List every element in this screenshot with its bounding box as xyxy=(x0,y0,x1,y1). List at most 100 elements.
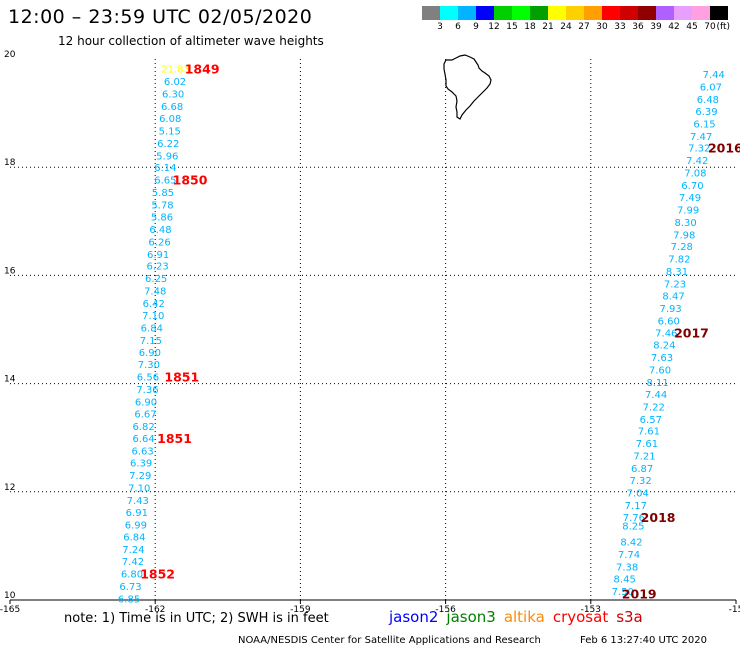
color-swatch xyxy=(602,6,620,20)
wave-height-value: 6.39 xyxy=(130,459,152,470)
rev-number-label: 1849 xyxy=(185,62,220,77)
wave-height-value: 7.42 xyxy=(686,156,708,167)
color-scale-label: 30 xyxy=(596,22,608,32)
color-swatch xyxy=(620,6,638,20)
color-swatch xyxy=(548,6,566,20)
color-scale-label: 3 xyxy=(437,22,443,32)
color-swatch xyxy=(458,6,476,20)
credit-line: NOAA/NESDIS Center for Satellite Applica… xyxy=(238,635,541,646)
map-axes: -165-162-159-156-153-15201816141210 xyxy=(0,50,740,615)
color-swatch xyxy=(476,6,494,20)
generated-timestamp: Feb 6 13:27:40 UTC 2020 xyxy=(580,635,707,646)
lon-tick-label: -156 xyxy=(435,605,456,615)
wave-height-value: 8.45 xyxy=(614,574,636,585)
wave-height-value: 7.36 xyxy=(136,385,158,396)
wave-height-value: 6.08 xyxy=(159,114,181,125)
track-west: 21.836.02 6.306.686.085.15 6.225.966.14 6.6… xyxy=(118,62,220,606)
wave-height-value: 6.82 xyxy=(132,422,154,433)
color-swatch xyxy=(494,6,512,20)
map-title: 12:00 – 23:59 UTC 02/05/2020 xyxy=(8,6,313,28)
wave-height-value: 6.91 xyxy=(147,250,169,261)
wave-height-value: 7.44 xyxy=(645,390,667,401)
wave-height-value: 21.83 xyxy=(161,65,190,76)
satellite-legend-item: cryosat xyxy=(552,608,609,626)
wave-height-value: 6.57 xyxy=(640,415,662,426)
color-swatch xyxy=(656,6,674,20)
satellite-legend-item: altika xyxy=(503,608,545,626)
wave-height-value: 6.56 xyxy=(137,373,159,384)
wave-height-value: 6.26 xyxy=(148,237,170,248)
wave-height-value: 6.39 xyxy=(695,107,717,118)
color-swatch xyxy=(440,6,458,20)
color-scale-label: 45 xyxy=(686,22,698,32)
wave-height-value: 8.30 xyxy=(675,218,697,229)
color-scale-label: 70 xyxy=(704,22,716,32)
wave-height-value: 7.17 xyxy=(625,501,647,512)
lon-tick-label: -162 xyxy=(145,605,165,615)
color-scale-label: 9 xyxy=(473,22,479,32)
wave-height-color-scale xyxy=(422,6,728,20)
color-swatch xyxy=(422,6,440,20)
wave-height-value: 7.50 xyxy=(612,587,634,598)
wave-height-value: 6.80 xyxy=(121,569,143,580)
map-subtitle: 12 hour collection of altimeter wave hei… xyxy=(58,34,324,48)
wave-height-value: 7.60 xyxy=(649,366,671,377)
wave-height-value: 8.47 xyxy=(662,291,684,302)
lat-tick-label: 16 xyxy=(4,266,16,276)
wave-height-value: 8.42 xyxy=(620,538,642,549)
satellite-legend: jason2 jason3 altika cryosat s3a xyxy=(389,608,651,626)
hawaii-island-outline xyxy=(443,54,492,120)
wave-height-value: 5.15 xyxy=(159,126,181,137)
color-scale-label: 18 xyxy=(524,22,536,32)
color-swatch xyxy=(512,6,530,20)
wave-height-value: 7.93 xyxy=(660,304,682,315)
wave-height-value: 7.21 xyxy=(633,452,655,463)
wave-height-value: 6.90 xyxy=(135,397,157,408)
wave-height-value: 8.31 xyxy=(666,267,688,278)
wave-height-value: 6.02 xyxy=(164,77,186,88)
wave-height-value: 6.25 xyxy=(145,274,167,285)
wave-height-value: 6.60 xyxy=(658,316,680,327)
rev-number-label: 1852 xyxy=(140,566,175,581)
color-scale-label: 42 xyxy=(668,22,680,32)
color-scale-labels: 3 6 9 12 15 18 21 24 27 30 33 36 39 42 45 70 (ft) xyxy=(422,22,730,34)
wave-height-value: 6.14 xyxy=(154,163,176,174)
wave-height-value: 6.64 xyxy=(132,434,154,445)
wave-height-value: 5.85 xyxy=(152,188,174,199)
wave-height-value: 7.38 xyxy=(616,562,638,573)
color-scale-label: 33 xyxy=(614,22,626,32)
wave-height-value: 7.23 xyxy=(664,280,686,291)
rev-number-label: 1851 xyxy=(157,431,192,446)
wave-height-value: 7.30 xyxy=(138,360,160,371)
rev-number-label: 1850 xyxy=(173,173,208,188)
wave-height-value: 6.23 xyxy=(146,262,168,273)
wave-height-value: 8.11 xyxy=(646,378,668,389)
satellite-legend-item: s3a xyxy=(616,608,643,626)
wave-height-value: 6.99 xyxy=(125,520,147,531)
wave-height-value: 7.76 xyxy=(623,513,645,524)
wave-height-value: 6.91 xyxy=(126,508,148,519)
lat-tick-label: 18 xyxy=(4,158,16,168)
satellite-legend-item: jason3 xyxy=(446,608,496,626)
rev-number-label: 2019 xyxy=(622,587,657,602)
wave-height-value: 7.10 xyxy=(128,483,150,494)
rev-number-label: 2017 xyxy=(674,326,709,341)
lat-tick-label: 10 xyxy=(4,591,16,601)
satellite-legend-item: jason2 xyxy=(389,608,439,626)
wave-height-value: 8.24 xyxy=(653,341,675,352)
wave-height-value: 7.47 xyxy=(690,132,712,143)
rev-number-label: 2018 xyxy=(641,510,676,525)
color-swatch xyxy=(692,6,710,20)
wave-height-value: 6.48 xyxy=(697,95,719,106)
color-scale-label: 39 xyxy=(650,22,662,32)
wave-height-value: 5.86 xyxy=(151,212,173,223)
wave-height-value: 6.65 xyxy=(154,176,176,187)
wave-height-value: 7.32 xyxy=(688,144,710,155)
wave-height-value: 7.15 xyxy=(140,336,162,347)
wave-height-value: 6.87 xyxy=(631,464,653,475)
color-scale-label: 15 xyxy=(506,22,518,32)
color-swatch xyxy=(584,6,602,20)
wave-height-value: 5.78 xyxy=(151,201,173,212)
wave-height-value: 6.63 xyxy=(131,447,153,458)
color-scale-unit: (ft) xyxy=(716,22,730,32)
